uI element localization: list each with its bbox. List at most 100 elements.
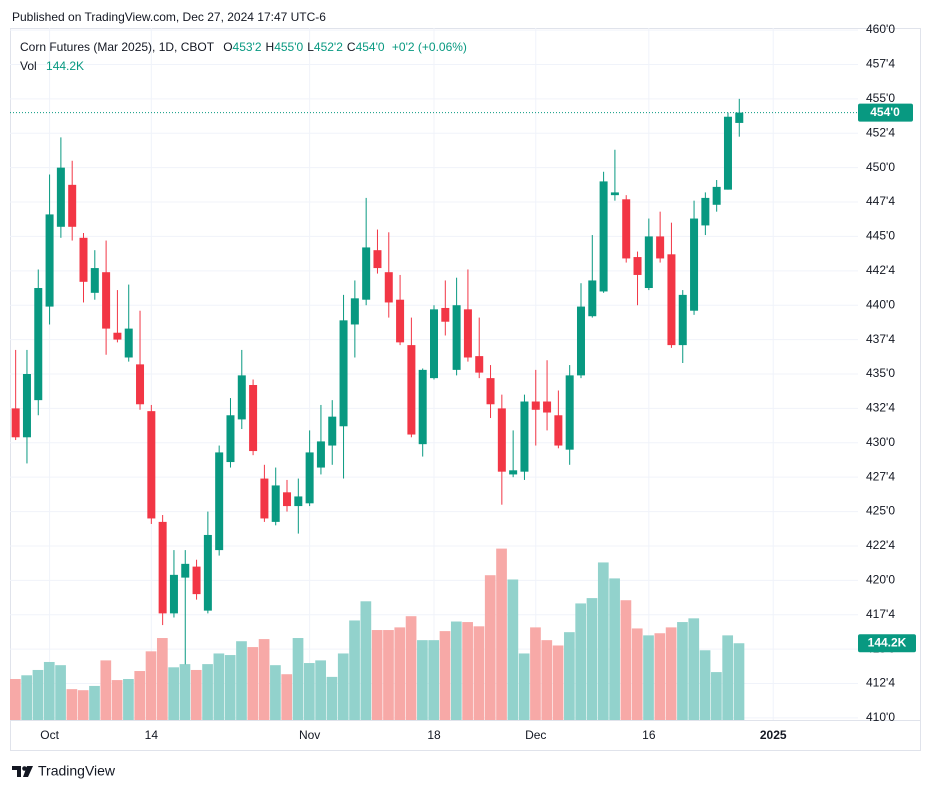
candle-body [373, 250, 382, 269]
volume-bar [145, 651, 157, 720]
volume-bar [665, 627, 677, 720]
candle-body [486, 378, 495, 405]
candle-body [497, 408, 506, 472]
candle-body [79, 237, 88, 282]
volume-bar [496, 548, 507, 720]
candle-body [452, 305, 461, 370]
candle-body [678, 294, 687, 346]
volume-bar [111, 680, 123, 720]
volume-bar [213, 653, 225, 720]
volume-bar [349, 620, 360, 720]
y-tick-label: 437'4 [866, 332, 895, 346]
volume-bar [303, 663, 315, 720]
volume-bar [575, 603, 587, 720]
candle-body [723, 116, 732, 190]
volume-bar [258, 639, 270, 720]
ohlc-key: O [223, 40, 233, 54]
volume-bar [270, 665, 281, 720]
candle-body [305, 452, 314, 504]
candle-body [249, 385, 258, 452]
y-tick-label: 432'4 [866, 401, 895, 415]
volume-bar [190, 669, 202, 720]
ohlc-value: 454'0 [355, 40, 385, 54]
candle-body [554, 415, 563, 446]
candle-body [169, 574, 178, 614]
volume-bar [722, 635, 734, 720]
candle-body [622, 199, 631, 259]
ohlc-key: C [346, 40, 356, 54]
candle-body [339, 320, 348, 427]
volume-bar [530, 627, 541, 720]
y-tick-label: 455'0 [866, 91, 895, 105]
volume-tag [858, 634, 916, 653]
candle-body [644, 236, 653, 289]
volume-bar [10, 679, 21, 720]
volume-bar [32, 669, 44, 720]
y-tick-label: 425'0 [866, 504, 895, 518]
volume-bar [417, 640, 428, 720]
candle-body [531, 401, 540, 410]
candle-body [475, 356, 484, 373]
candle-body [701, 197, 710, 226]
ohlc-key: H [265, 40, 275, 54]
volume-bar [620, 600, 632, 720]
x-tick-label: 14 [145, 728, 159, 742]
chart-frame [10, 28, 921, 751]
axes: 410'0412'4415'0417'4420'0422'4425'0427'4… [10, 22, 916, 742]
candle-body [260, 478, 269, 519]
volume-bar [541, 640, 553, 720]
candle-body [192, 566, 201, 595]
volume-bar [371, 630, 383, 720]
candle-body [45, 214, 54, 307]
candles [11, 98, 744, 665]
volume-bar [518, 653, 530, 720]
y-tick-label: 430'0 [866, 435, 895, 449]
volume-bar [450, 621, 462, 720]
volume-bar [236, 641, 247, 720]
y-tick-label: 445'0 [866, 229, 895, 243]
volume-bar [43, 661, 55, 720]
legend-line: Corn Futures (Mar 2025), 1D, CBOT O453'2… [20, 40, 467, 54]
volume-bar [21, 675, 33, 720]
tv-logo [12, 766, 33, 777]
candle-body [350, 298, 359, 325]
y-tick-label: 417'4 [866, 607, 895, 621]
brand: TradingView [38, 763, 116, 779]
candle-body [56, 167, 65, 227]
volume-bar [586, 598, 598, 720]
candle-body [271, 485, 280, 522]
y-tick-label: 452'4 [866, 125, 895, 139]
volume-bar [507, 579, 519, 720]
x-tick-label: 2025 [760, 728, 787, 742]
volume-bar [123, 679, 134, 720]
volume-bar [202, 664, 213, 720]
published-note: Published on TradingView.com, Dec 27, 20… [12, 10, 326, 24]
volume-bar [224, 655, 236, 720]
volume-bar [552, 645, 564, 720]
y-tick-label: 427'4 [866, 469, 895, 483]
candle-body [656, 236, 665, 259]
volume-bar [337, 653, 349, 720]
symbol-title: Corn Futures (Mar 2025), 1D, CBOT [20, 40, 214, 54]
candle-body [396, 299, 405, 343]
candle-body [215, 452, 224, 551]
candle-body [328, 416, 337, 446]
y-tick-label: 440'0 [866, 297, 895, 311]
candle-body [690, 218, 699, 311]
y-tick-label: 412'4 [866, 676, 895, 690]
volume-bar [168, 667, 179, 720]
candle-body [22, 374, 31, 438]
volume-bar [654, 633, 666, 720]
candle-body [463, 309, 472, 358]
volume-bar [326, 676, 338, 720]
volume-bar [405, 616, 417, 720]
candle-body [11, 408, 20, 438]
y-tick-label: 410'0 [866, 710, 895, 724]
volume-bar [281, 674, 293, 720]
volume-legend: Vol 144.2K [20, 59, 84, 73]
ohlc-legend: O453'2 H455'0 L452'2 C454'0 [217, 40, 384, 54]
candle-body [384, 272, 393, 303]
candle-body [712, 186, 721, 205]
volume-title: Vol [20, 59, 37, 73]
